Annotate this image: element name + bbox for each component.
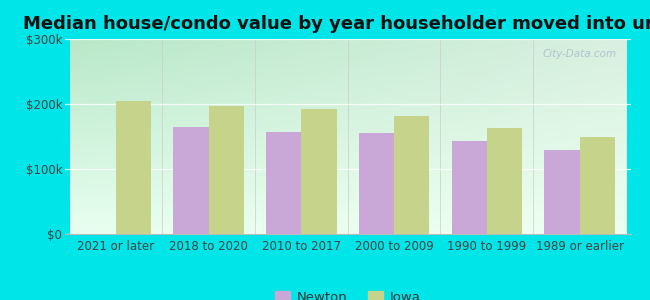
Bar [209, 106, 244, 234]
Bar [452, 141, 487, 234]
Title: Median house/condo value by year householder moved into unit: Median house/condo value by year househo… [23, 15, 650, 33]
Bar [544, 149, 580, 234]
Bar [394, 116, 430, 234]
Bar [302, 109, 337, 234]
Legend: Newton, Iowa: Newton, Iowa [269, 285, 426, 300]
Bar [116, 101, 151, 234]
Bar [174, 127, 209, 234]
Bar [580, 136, 615, 234]
Text: City-Data.com: City-Data.com [542, 49, 616, 59]
Bar [487, 128, 522, 234]
Bar [359, 133, 394, 234]
Bar [266, 132, 302, 234]
